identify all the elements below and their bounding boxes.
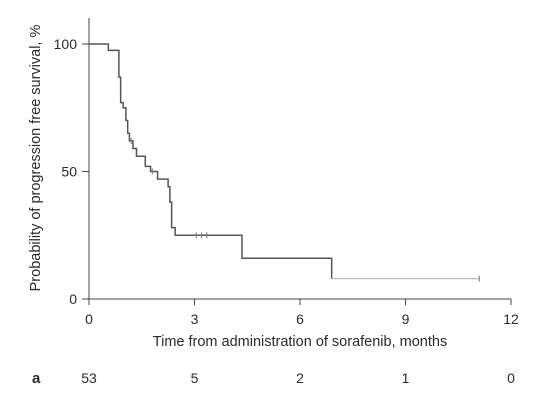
at-risk-count: 5 [191, 370, 199, 386]
at-risk-count: 2 [296, 370, 304, 386]
at-risk-count: 1 [402, 370, 410, 386]
number-at-risk-row: 53 5 2 1 0 [81, 370, 515, 386]
y-axis-ticks: 0 50 100 [54, 36, 89, 307]
survival-curve [89, 43, 480, 280]
censor-marks [130, 137, 480, 282]
x-tick-label: 9 [402, 311, 410, 327]
x-axis-label: Time from administration of sorafenib, m… [153, 334, 447, 350]
y-tick-label: 50 [61, 164, 77, 180]
x-axis-ticks: 0 3 6 9 12 [85, 299, 519, 327]
y-tick-label: 100 [54, 36, 78, 52]
x-tick-label: 6 [296, 311, 304, 327]
y-tick-label: 0 [69, 291, 77, 307]
x-tick-label: 0 [85, 311, 93, 327]
x-tick-label: 12 [503, 311, 519, 327]
axes [88, 18, 511, 300]
x-tick-label: 3 [191, 311, 199, 327]
survival-step-line [89, 43, 333, 279]
y-axis-label: Probability of progression free survival… [28, 25, 44, 292]
at-risk-count: 53 [81, 370, 97, 386]
at-risk-count: 0 [507, 370, 515, 386]
panel-label: a [32, 370, 41, 387]
